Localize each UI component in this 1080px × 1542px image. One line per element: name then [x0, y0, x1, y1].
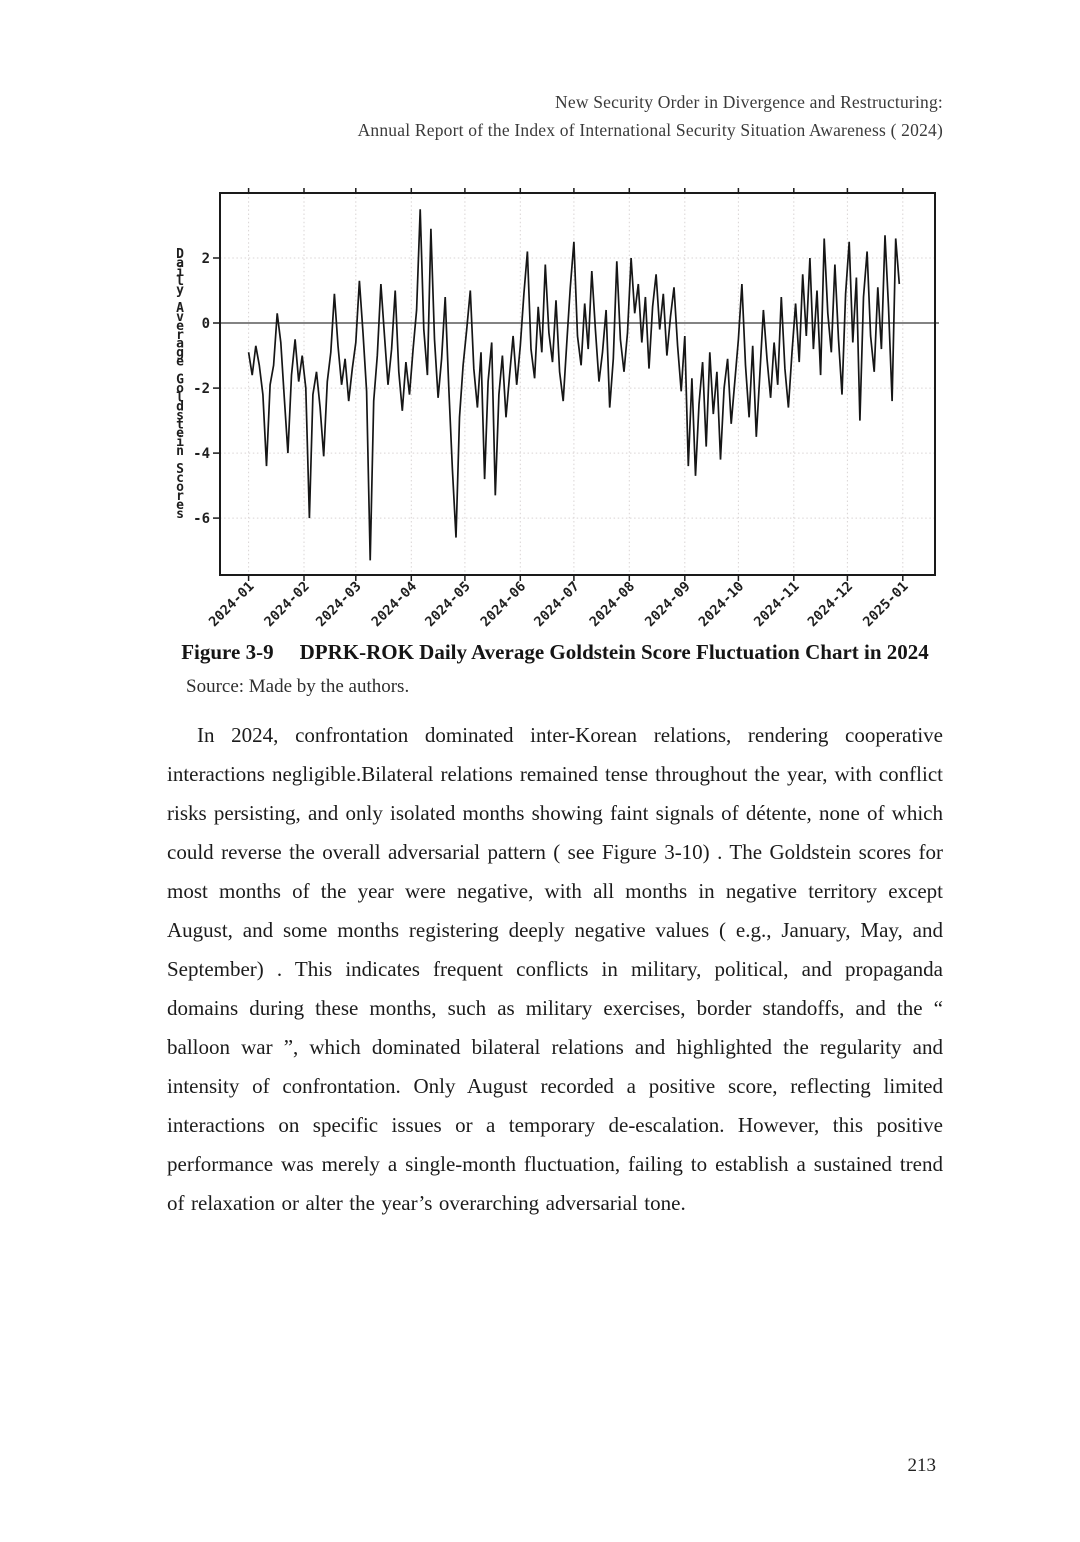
x-tick-label: 2024-06	[478, 579, 530, 631]
body-paragraph: In 2024, confrontation dominated inter-K…	[167, 723, 943, 1215]
x-tick-label: 2025-01	[860, 579, 912, 631]
x-tick-label: 2024-02	[261, 579, 313, 631]
page-number: 213	[907, 1455, 937, 1476]
figure-caption-title: DPRK-ROK Daily Average Goldstein Score F…	[299, 640, 929, 664]
y-tick-label: 0	[202, 316, 210, 332]
x-tick-label: 2024-07	[531, 579, 583, 631]
x-tick-label: 2024-10	[696, 579, 748, 631]
y-tick-label: -4	[193, 446, 210, 462]
goldstein-chart-figure: 2024-01 2024-02 2024-03 2024-04 2024-05 2024-…	[156, 183, 946, 635]
chart-svg: 2024-01 2024-02 2024-03 2024-04 2024-05 2024-…	[176, 188, 939, 631]
x-tick-label: 2024-01	[206, 579, 258, 631]
goldstein-score-line	[247, 209, 901, 561]
chart-frame	[219, 192, 936, 576]
header-line-1: New Security Order in Divergence and Res…	[555, 92, 943, 112]
x-tick-label: 2024-09	[642, 579, 694, 631]
chart-gridlines	[220, 193, 935, 575]
x-tick-label: 2024-04	[369, 579, 421, 631]
chart-tick-marks	[213, 188, 904, 581]
x-tick-label: 2024-12	[805, 579, 857, 631]
y-tick-label: 2	[202, 251, 210, 267]
figure-caption-label: Figure 3-9	[181, 640, 274, 664]
x-tick-label: 2024-05	[422, 579, 474, 631]
x-axis-labels: 2024-01 2024-02 2024-03 2024-04 2024-05 2024-…	[206, 579, 912, 631]
x-tick-label: 2024-03	[313, 579, 365, 631]
y-axis-labels: 2 0 -2 -4 -6	[193, 251, 210, 527]
source-note: Source: Made by the authors.	[186, 676, 410, 697]
x-tick-label: 2024-11	[751, 579, 803, 631]
header-line-2: Annual Report of the Index of Internatio…	[357, 120, 943, 140]
y-tick-label: -6	[193, 511, 210, 527]
x-tick-label: 2024-08	[587, 579, 639, 631]
y-tick-label: -2	[193, 381, 210, 397]
running-header: New Security Order in Divergence and Res…	[358, 88, 943, 144]
figure-caption: Figure 3-9 DPRK-ROK Daily Average Goldste…	[167, 640, 943, 665]
